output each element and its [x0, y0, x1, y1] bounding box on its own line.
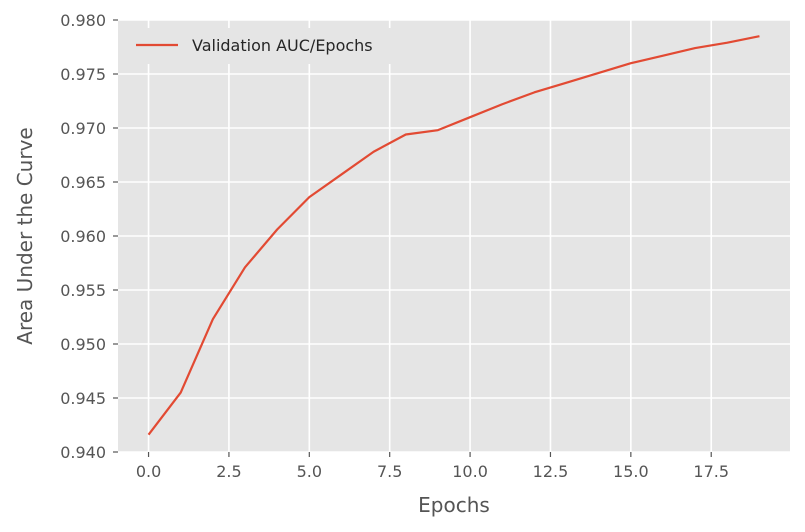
legend-box — [126, 28, 426, 64]
y-axis-ticks: 0.940 0.945 0.950 0.955 0.960 0.965 0.970 0.975… — [60, 11, 118, 462]
y-tick-label: 0.975 — [60, 65, 106, 84]
x-tick-label: 17.5 — [693, 462, 729, 481]
x-tick-label: 15.0 — [613, 462, 649, 481]
legend-label: Validation AUC/Epochs — [192, 36, 373, 55]
y-tick-label: 0.965 — [60, 173, 106, 192]
x-tick-label: 12.5 — [533, 462, 569, 481]
series-layer — [147, 35, 760, 436]
y-tick-label: 0.950 — [60, 335, 106, 354]
y-axis-title: Area Under the Curve — [13, 127, 37, 344]
x-axis-title: Epochs — [418, 493, 490, 517]
y-tick-label: 0.970 — [60, 119, 106, 138]
grid-lines — [118, 19, 790, 453]
y-tick-label: 0.945 — [60, 389, 106, 408]
x-tick-label: 10.0 — [452, 462, 488, 481]
x-tick-label: 0.0 — [136, 462, 161, 481]
y-tick-label: 0.960 — [60, 227, 106, 246]
x-axis-ticks: 0.0 2.5 5.0 7.5 10.0 12.5 15.0 17.5 — [136, 452, 729, 481]
x-tick-label: 2.5 — [216, 462, 241, 481]
series-line — [147, 35, 760, 436]
x-tick-label: 5.0 — [297, 462, 322, 481]
legend: Validation AUC/Epochs — [126, 28, 426, 64]
y-tick-label: 0.955 — [60, 281, 106, 300]
y-tick-label: 0.980 — [60, 11, 106, 30]
x-tick-label: 7.5 — [377, 462, 402, 481]
y-tick-label: 0.940 — [60, 443, 106, 462]
